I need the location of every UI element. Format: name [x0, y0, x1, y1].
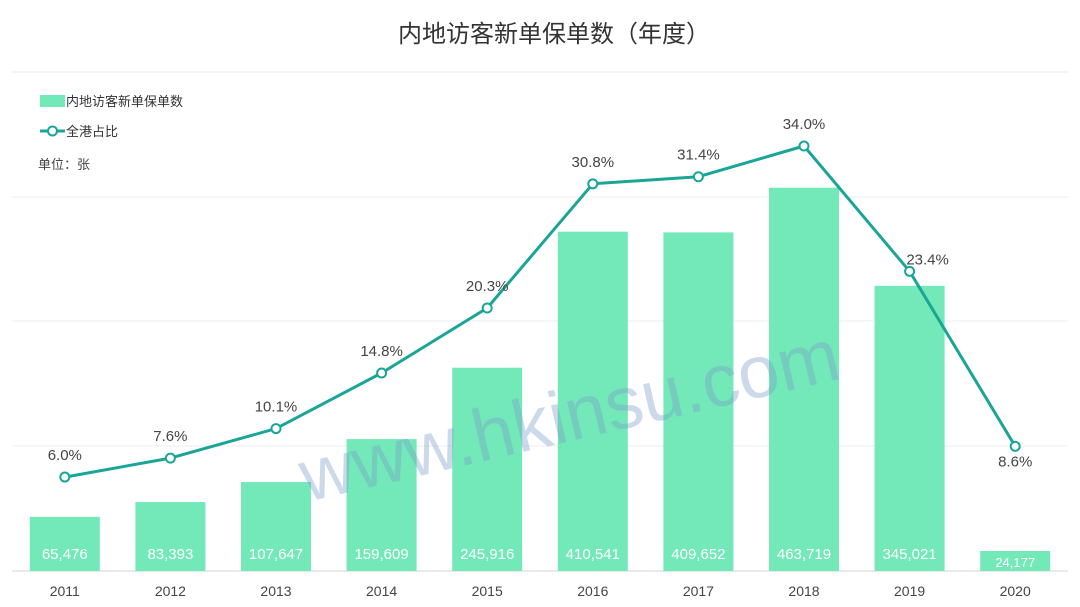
line-value-label: 30.8%	[572, 154, 615, 171]
x-tick-label: 2013	[260, 583, 291, 599]
legend-line-label: 全港占比	[66, 124, 118, 140]
bar-value-label: 410,541	[566, 546, 620, 563]
bar-value-label: 463,719	[777, 546, 831, 563]
line-point	[59, 471, 71, 483]
line-point	[376, 367, 388, 379]
x-tick-label: 2018	[788, 583, 819, 599]
bar	[874, 285, 945, 571]
bar-value-label: 345,021	[882, 546, 936, 563]
line-path	[64, 144, 1017, 479]
line-value-label: 6.0%	[48, 447, 82, 464]
line-labels: 6.0% 7.6% 10.1% 14.8% 20.3% 30.8% 31.4% 34.0% 23…	[48, 116, 1033, 470]
bar-value-label: 159,609	[354, 546, 408, 563]
line-point	[270, 423, 282, 435]
x-tick-label: 2014	[366, 583, 397, 599]
line-point	[798, 140, 810, 152]
line-value-label: 7.6%	[153, 428, 187, 445]
line-value-label: 34.0%	[783, 116, 826, 133]
line-point	[1009, 440, 1021, 452]
x-axis: 2011 2012 2013 2014 2015 2016 2017 2018 2019 2020	[50, 583, 1031, 599]
bar-value-label: 107,647	[249, 546, 303, 563]
bar	[980, 551, 1051, 571]
line-point	[904, 265, 916, 277]
bar	[29, 516, 100, 571]
line-value-label: 23.4%	[906, 251, 949, 268]
line-value-label: 8.6%	[998, 453, 1032, 470]
line-point	[587, 178, 599, 190]
bar-value-label: 83,393	[147, 546, 193, 563]
chart-title: 内地访客新单保单数（年度）	[398, 20, 710, 48]
line-series	[59, 140, 1021, 483]
line-point	[481, 302, 493, 314]
legend-bar-label: 内地访客新单保单数	[66, 94, 183, 110]
bar	[452, 367, 523, 571]
x-tick-label: 2015	[472, 583, 503, 599]
line-value-label: 14.8%	[360, 343, 403, 360]
line-value-label: 20.3%	[466, 278, 509, 295]
x-tick-label: 2019	[894, 583, 925, 599]
x-tick-label: 2017	[683, 583, 714, 599]
legend-bar-swatch	[40, 95, 65, 107]
legend-line-marker	[47, 125, 58, 137]
x-tick-label: 2020	[1000, 583, 1031, 599]
bar-labels: 65,476 83,393 107,647 159,609 245,916 410,541…	[42, 546, 1035, 570]
bar	[769, 187, 839, 571]
x-tick-label: 2011	[50, 583, 80, 599]
line-point	[692, 171, 704, 183]
bar	[663, 232, 734, 571]
legend: 内地访客新单保单数 全港占比 单位：张	[38, 94, 183, 173]
bars	[29, 187, 1051, 571]
x-tick-label: 2016	[577, 583, 608, 599]
x-tick-label: 2012	[155, 583, 186, 599]
bar-value-label: 65,476	[42, 546, 88, 563]
line-value-label: 31.4%	[677, 147, 720, 164]
bar-value-label: 245,916	[460, 546, 514, 563]
line-point	[164, 452, 176, 464]
bar-value-label: 24,177	[995, 555, 1035, 570]
bar-value-label: 409,652	[671, 546, 725, 563]
bar	[135, 502, 206, 571]
bar	[346, 439, 417, 571]
line-value-label: 10.1%	[255, 399, 298, 416]
unit-label: 单位：张	[38, 158, 90, 173]
bar	[241, 482, 311, 571]
bar	[557, 231, 628, 571]
